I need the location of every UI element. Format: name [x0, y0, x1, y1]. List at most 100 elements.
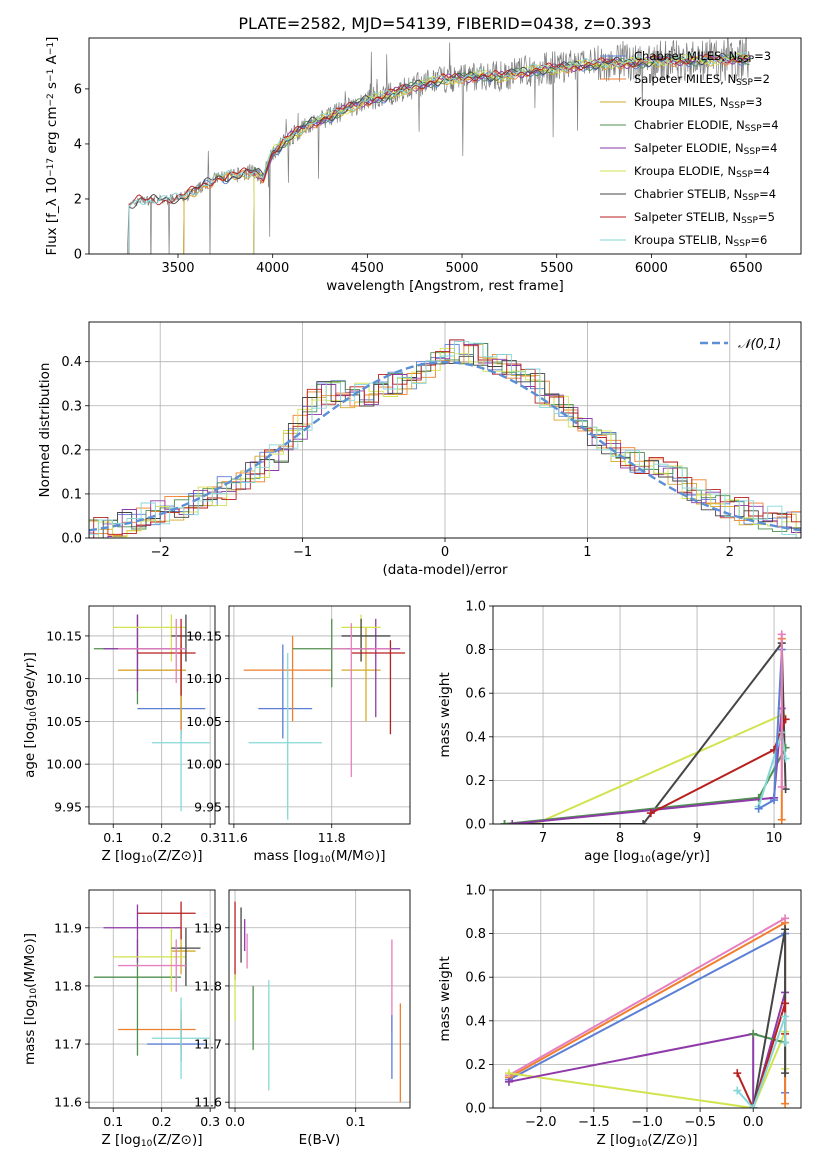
histogram-plot-area [89, 339, 801, 538]
mass-weight-marker [781, 1099, 790, 1108]
x-tick-label: 11.6 [220, 830, 248, 845]
y-tick-label: 0.6 [465, 971, 486, 986]
x-axis-label: wavelength [Angstrom, rest frame] [326, 278, 564, 294]
residual-histogram-step [89, 343, 801, 536]
y-tick-label: 11.6 [194, 1095, 222, 1110]
y-axis-label: mass [log10(M/M⊙)] [22, 933, 39, 1065]
y-tick-label: 0.8 [465, 927, 486, 942]
mass-weight-marker [781, 1012, 790, 1021]
spectrum-panel: 3500 4000 4500 5000 5500 6000 6500 0 2 4 6 waveleng… [44, 37, 802, 294]
residual-histogram-step [89, 347, 801, 538]
y-tick-label: 9.95 [194, 799, 222, 814]
legend-label: Chabrier ELODIE, NSSP=4 [634, 118, 779, 134]
mass-weight-marker [781, 743, 790, 752]
model-spectrum-line [128, 52, 750, 254]
mass-weight-marker [508, 820, 517, 824]
x-axis-label: Z [log10(Z/Z⊙)] [596, 1132, 697, 1149]
legend-label: Salpeter STELIB, NSSP=5 [634, 210, 775, 226]
legend-label: Chabrier MILES, NSSP=3 [634, 49, 771, 65]
mass-weight-line [534, 714, 783, 824]
x-tick-label: 0.1 [103, 830, 123, 845]
y-tick-label: 10.00 [186, 757, 222, 772]
x-tick-label: 7 [539, 831, 547, 846]
x-tick-label: −1 [293, 545, 312, 560]
mass-weight-marker [781, 925, 790, 934]
mass-weight-line [504, 640, 787, 824]
y-tick-label: 0.2 [465, 1058, 486, 1073]
y-tick-label: 0.0 [61, 532, 82, 547]
errorbar-plot-area [93, 901, 211, 1079]
y-tick-label: 1.0 [465, 600, 486, 615]
y-tick-label: 11.8 [194, 978, 222, 993]
model-spectrum-line [253, 54, 750, 254]
y-tick-label: 0 [74, 248, 82, 263]
y-tick-label: 10.10 [46, 671, 82, 686]
x-tick-label: 1 [583, 545, 591, 560]
y-tick-label: 11.7 [194, 1037, 222, 1052]
y-tick-label: 10.05 [186, 714, 222, 729]
mass-vs-metallicity-panel: 0.1 0.2 0.3 11.6 11.7 11.8 11.9 Z [log10(Z/Z⊙)]… [22, 889, 220, 1149]
x-tick-label: 2 [726, 545, 734, 560]
mass-weight-marker [781, 999, 790, 1008]
y-tick-label: 0.2 [61, 443, 82, 458]
axes-frame [228, 889, 411, 1109]
x-tick-label: 0.3 [200, 830, 220, 845]
mass-weight-marker [754, 804, 763, 813]
y-tick-label: 11.9 [194, 920, 222, 935]
x-tick-label: −2.0 [525, 1115, 557, 1130]
mass-weight-vs-age-panel: 7 8 9 10 0.0 0.2 0.4 0.6 0.8 1.0 age [log10(age/yr… [437, 600, 802, 865]
y-tick-label: 0.6 [465, 687, 486, 702]
mass-weight-marker [646, 809, 655, 818]
x-tick-label: 0.1 [346, 1114, 366, 1129]
y-tick-label: 11.6 [54, 1095, 82, 1110]
y-tick-label: 10.10 [186, 671, 222, 686]
y-tick-label: 0.2 [465, 774, 486, 789]
y-tick-label: 0.1 [61, 487, 82, 502]
mass-weight-marker [781, 715, 790, 724]
y-tick-label: 1.0 [465, 884, 486, 899]
y-tick-label: 4 [74, 137, 82, 152]
y-axis-label: Flux [f_λ 10−17 erg cm−2 s−1 A−1] [44, 37, 60, 256]
y-tick-label: 0.4 [465, 1014, 486, 1029]
x-tick-label: 0.1 [103, 1114, 123, 1129]
age-vs-mass-panel: 11.6 11.8 9.95 10.00 10.05 10.10 10.15 mass [lo… [186, 605, 411, 865]
residual-histogram-step [89, 339, 801, 538]
mass-vs-ebv-panel: 0.0 0.1 11.6 11.7 11.8 11.9 E(B-V) [194, 889, 411, 1148]
mass-weight-line [508, 992, 787, 1108]
mass-weight-marker [777, 630, 786, 639]
y-tick-label: 11.7 [54, 1037, 82, 1052]
mass-weight-marker [733, 1069, 742, 1078]
residual-histogram-step [89, 355, 801, 538]
mass-weight-line [758, 649, 783, 810]
y-tick-label: 10.05 [46, 714, 82, 729]
errorbar-plot-area [243, 614, 406, 820]
legend-label: Chabrier STELIB, NSSP=4 [634, 187, 776, 203]
x-tick-label: −1.0 [631, 1115, 663, 1130]
mass-weight-marker [733, 1086, 742, 1095]
x-tick-label: −2 [151, 545, 170, 560]
mass-weight-marker [781, 1038, 790, 1047]
x-tick-label: 5000 [445, 261, 478, 276]
x-tick-label: −1.5 [578, 1115, 610, 1130]
y-tick-label: 0.4 [465, 730, 486, 745]
age-vs-metallicity-panel: 0.1 0.2 0.3 9.95 10.00 10.05 10.10 10.15 Z [log1… [22, 605, 220, 865]
mass-weight-marker [500, 820, 509, 824]
y-tick-label: 10.15 [186, 628, 222, 643]
x-axis-label: (data-model)/error [382, 562, 508, 578]
legend-label: Kroupa ELODIE, NSSP=4 [634, 164, 770, 180]
errorbar-plot-area [234, 901, 401, 1103]
mass-weight-marker [770, 796, 779, 805]
x-tick-label: 10 [766, 831, 783, 846]
x-tick-label: 0.0 [743, 1115, 764, 1130]
spectrum-plot-area [126, 38, 751, 254]
model-spectrum-line [253, 54, 750, 254]
x-axis-label: age [log10(age/yr)] [584, 848, 710, 865]
mass-weight-marker [504, 1077, 513, 1086]
legend-label: Kroupa MILES, NSSP=3 [634, 95, 762, 111]
figure-title: PLATE=2582, MJD=54139, FIBERID=0438, z=0… [238, 14, 651, 33]
x-axis-label: Z [log10(Z/Z⊙)] [101, 1132, 202, 1149]
model-spectrum-line [128, 52, 750, 254]
x-tick-label: 5500 [540, 261, 573, 276]
x-axis-label: E(B-V) [299, 1132, 341, 1148]
